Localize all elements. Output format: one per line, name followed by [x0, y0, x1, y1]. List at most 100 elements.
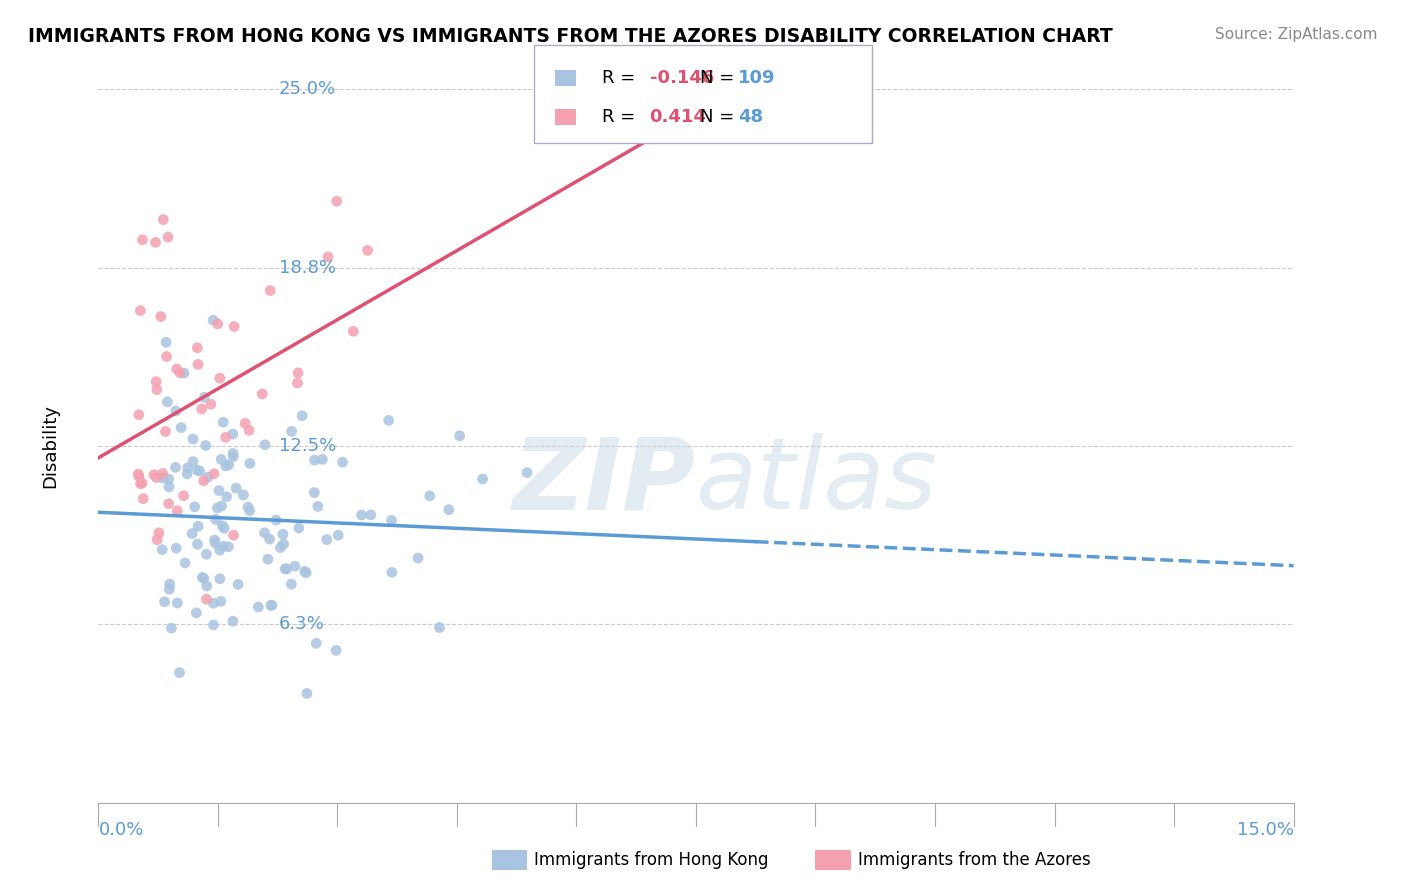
Point — [271, 527, 294, 541]
Point — [152, 212, 174, 227]
Point — [183, 500, 205, 514]
Text: IMMIGRANTS FROM HONG KONG VS IMMIGRANTS FROM THE AZORES DISABILITY CORRELATION C: IMMIGRANTS FROM HONG KONG VS IMMIGRANTS … — [28, 27, 1114, 45]
Point — [145, 235, 167, 250]
Point — [239, 456, 262, 470]
Point — [269, 541, 291, 555]
Point — [516, 466, 538, 480]
Point — [166, 596, 188, 610]
Point — [194, 438, 217, 452]
Point — [325, 194, 347, 209]
Point — [170, 420, 193, 434]
Point — [152, 467, 174, 481]
Point — [226, 577, 249, 591]
Point — [449, 429, 471, 443]
Point — [350, 508, 373, 522]
Point — [176, 467, 198, 481]
Point — [156, 395, 179, 409]
Point — [169, 366, 191, 380]
Point — [232, 488, 254, 502]
Point — [129, 303, 152, 318]
Point — [311, 452, 333, 467]
Text: 109: 109 — [738, 69, 776, 87]
Point — [202, 313, 225, 327]
Point — [356, 244, 378, 258]
Text: 18.8%: 18.8% — [278, 259, 336, 277]
Point — [218, 458, 240, 472]
Point — [276, 562, 298, 576]
Point — [295, 566, 318, 580]
Point — [247, 600, 270, 615]
Point — [259, 532, 281, 546]
Point — [222, 614, 245, 628]
Point — [208, 371, 231, 385]
Point — [204, 512, 226, 526]
Point — [181, 432, 204, 446]
Point — [342, 324, 364, 338]
Point — [288, 521, 311, 535]
Point — [253, 525, 276, 540]
Text: ZIP: ZIP — [513, 434, 696, 530]
Point — [177, 460, 200, 475]
Text: R =: R = — [602, 108, 641, 127]
Point — [280, 425, 302, 439]
Text: 0.414: 0.414 — [650, 108, 706, 127]
Point — [187, 519, 209, 533]
Point — [157, 497, 180, 511]
Point — [222, 427, 245, 442]
Text: atlas: atlas — [696, 434, 938, 530]
Point — [209, 594, 232, 608]
Point — [173, 489, 195, 503]
Point — [160, 621, 183, 635]
Point — [207, 500, 229, 515]
Point — [291, 409, 314, 423]
Point — [146, 383, 169, 397]
Point — [193, 474, 215, 488]
Point — [153, 595, 176, 609]
Point — [186, 341, 208, 355]
Point — [328, 528, 350, 542]
Point — [332, 455, 354, 469]
Point — [273, 537, 295, 551]
Point — [195, 547, 218, 561]
Point — [233, 417, 256, 431]
Point — [131, 233, 153, 247]
Text: -0.146: -0.146 — [650, 69, 714, 87]
Point — [186, 537, 208, 551]
Text: 48: 48 — [738, 108, 763, 127]
Point — [157, 472, 180, 486]
Text: 15.0%: 15.0% — [1236, 821, 1294, 838]
Point — [360, 508, 382, 522]
Point — [202, 618, 225, 632]
Point — [207, 317, 229, 331]
Text: R =: R = — [602, 69, 641, 87]
Point — [155, 425, 177, 439]
Point — [222, 528, 245, 542]
Point — [217, 540, 239, 554]
Point — [304, 485, 326, 500]
Point — [419, 489, 441, 503]
Text: Immigrants from the Azores: Immigrants from the Azores — [858, 851, 1091, 869]
Point — [225, 481, 247, 495]
Point — [191, 570, 214, 584]
Point — [222, 446, 245, 460]
Point — [287, 376, 309, 390]
Point — [380, 513, 402, 527]
Point — [212, 521, 235, 535]
Point — [204, 536, 226, 550]
Point — [307, 500, 329, 514]
Point — [132, 491, 155, 506]
Point — [377, 413, 399, 427]
Point — [165, 404, 187, 418]
Point — [190, 401, 212, 416]
Point — [287, 366, 309, 380]
Point — [181, 526, 204, 541]
Point — [149, 310, 172, 324]
Point — [208, 572, 231, 586]
Point — [211, 518, 233, 533]
Point — [284, 559, 307, 574]
Point — [215, 490, 238, 504]
Point — [305, 636, 328, 650]
Point — [197, 470, 219, 484]
Text: N =: N = — [700, 69, 734, 87]
Point — [406, 551, 429, 566]
